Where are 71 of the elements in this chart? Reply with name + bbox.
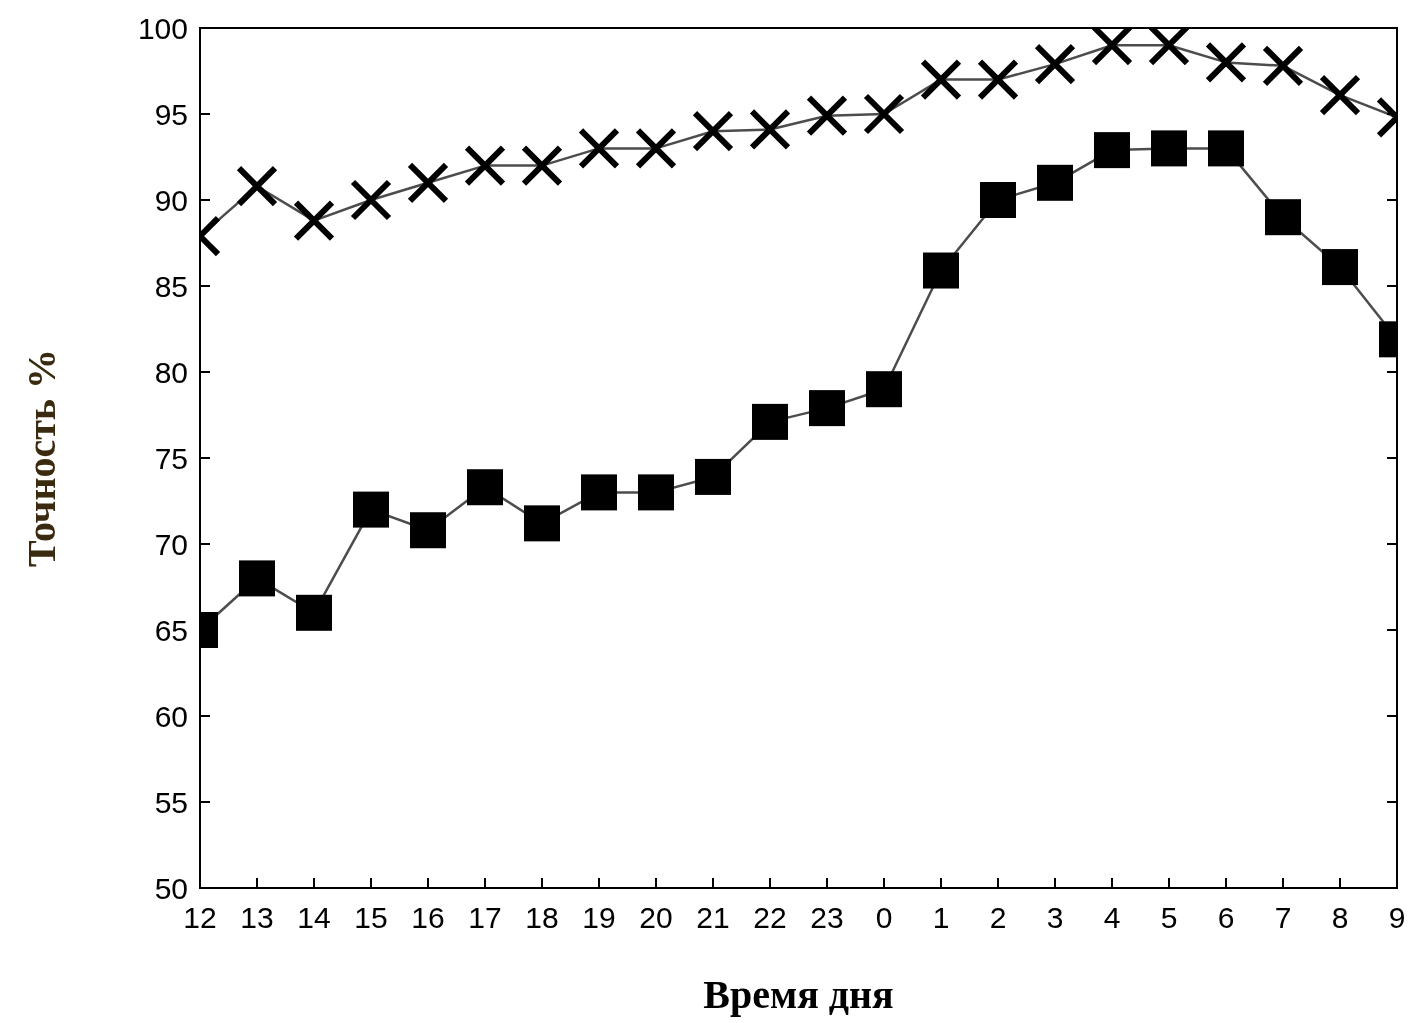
x-tick-label: 23 [810,901,844,934]
x-tick-label: 14 [297,901,331,934]
point [695,458,731,495]
x-tick-label: 19 [582,901,616,934]
point [806,94,848,137]
x-tick-label: 1 [932,901,950,934]
y-tick-label: 100 [137,11,188,45]
point [635,127,677,170]
point [1034,43,1076,86]
point [863,93,905,135]
y-tick-label: 90 [154,183,188,217]
y-tick-label: 65 [154,613,188,647]
point [353,491,389,528]
point [521,144,563,187]
point [236,165,278,208]
point [350,179,392,221]
y-tick-label: 70 [154,527,188,561]
point [1265,199,1301,236]
point [638,474,674,511]
x-tick-label: 6 [1217,901,1235,934]
point [1319,74,1361,117]
x-tick-label: 3 [1046,901,1064,934]
x-axis-title: Время дня [703,972,894,1017]
x-tick-label: 13 [240,901,274,934]
y-tick-label: 95 [154,97,188,131]
x-tick-label: 18 [525,901,559,934]
x-tick-label: 17 [468,901,502,934]
point [464,144,506,187]
x-tick-label: 0 [875,901,893,934]
point [980,182,1016,218]
x-tick-label: 8 [1331,901,1349,934]
x-tick-label: 5 [1160,901,1178,934]
y-tick-label: 75 [154,441,188,475]
point [752,403,788,440]
point [407,161,449,204]
point [692,110,734,153]
point [866,371,902,408]
point [239,560,275,597]
point [1151,130,1187,167]
x-tick-label: 4 [1103,901,1121,934]
x-tick-label: 9 [1388,901,1406,934]
x-tick-label: 20 [639,901,673,934]
point [578,127,620,170]
y-tick-label: 80 [154,355,188,389]
point [296,594,332,631]
point [1262,44,1304,87]
point [293,199,335,242]
point [977,58,1019,101]
y-axis-title: Точность % [19,348,64,568]
y-tick-label: 85 [154,269,188,303]
point [410,512,446,549]
x-tick-label: 7 [1274,901,1292,934]
point [809,390,845,427]
x-tick-label: 21 [696,901,730,934]
point [923,252,959,289]
x-tick-label: 16 [411,901,445,934]
point [920,58,962,101]
point [1322,249,1358,286]
point [467,469,503,506]
point [524,505,560,542]
point [1208,130,1244,167]
point [749,108,791,151]
point [581,474,617,511]
y-tick-label: 60 [154,699,188,733]
x-tick-label: 2 [989,901,1007,934]
y-tick-label: 55 [154,785,188,819]
x-tick-label: 15 [354,901,388,934]
point [1037,164,1073,201]
point [1094,132,1130,169]
point [1205,41,1247,84]
x-tick-label: 22 [753,901,787,934]
